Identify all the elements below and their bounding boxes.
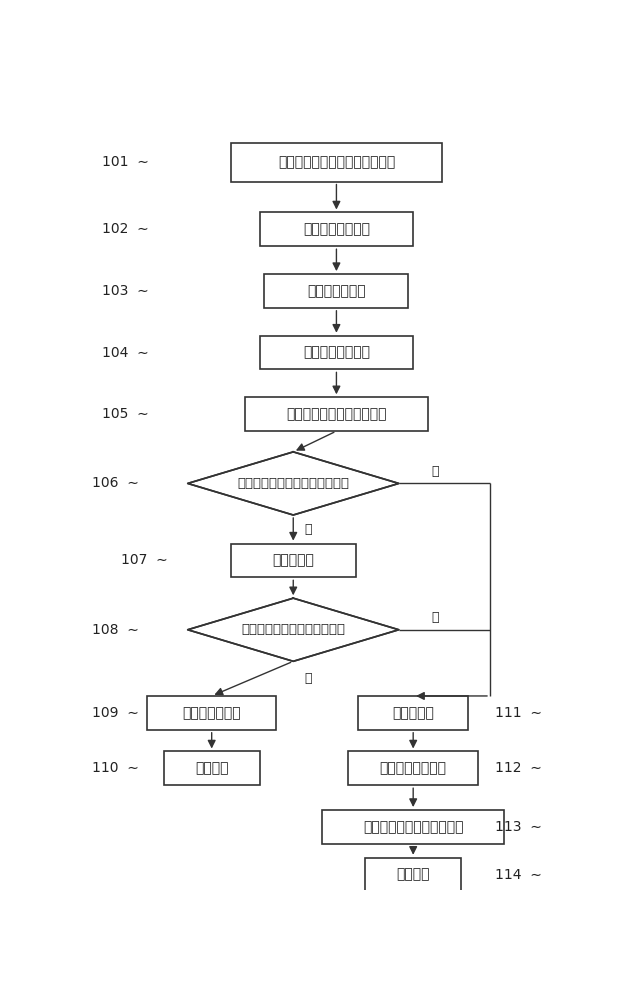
Text: 107  ∼: 107 ∼ <box>121 553 168 567</box>
Bar <box>264 274 409 308</box>
Polygon shape <box>188 598 399 661</box>
Bar <box>245 397 428 431</box>
Text: 113  ∼: 113 ∼ <box>495 820 542 834</box>
Text: 线路自诊断: 线路自诊断 <box>272 553 314 567</box>
Text: 发送实时车辆信息: 发送实时车辆信息 <box>303 222 370 236</box>
Text: 109  ∼: 109 ∼ <box>92 706 139 720</box>
Text: 分配动力轨区段: 分配动力轨区段 <box>307 284 366 298</box>
Polygon shape <box>188 452 399 515</box>
Text: 106  ∼: 106 ∼ <box>92 476 139 490</box>
Text: 否: 否 <box>304 523 311 536</box>
Text: 人工充电: 人工充电 <box>195 761 228 775</box>
Text: 是: 是 <box>431 611 438 624</box>
Bar <box>147 696 277 730</box>
Text: 111  ∼: 111 ∼ <box>495 706 542 720</box>
Bar <box>260 212 413 246</box>
Bar <box>322 810 504 844</box>
Text: 开关闭合指令是否被正确执行？: 开关闭合指令是否被正确执行？ <box>237 477 349 490</box>
Bar <box>260 336 413 369</box>
Bar <box>365 858 461 892</box>
Text: 否: 否 <box>304 672 311 685</box>
Bar <box>348 751 478 785</box>
Text: 发送开关断开指令至馈线柜: 发送开关断开指令至馈线柜 <box>363 820 464 834</box>
Text: 动力轨供电: 动力轨供电 <box>392 706 434 720</box>
Text: 是: 是 <box>431 465 438 478</box>
Text: 114  ∼: 114 ∼ <box>495 868 542 882</box>
Text: 发送开关闭合指令至馈线柜: 发送开关闭合指令至馈线柜 <box>286 407 387 421</box>
Text: 108  ∼: 108 ∼ <box>92 623 139 637</box>
Text: 故障是否在规定时间内排除？: 故障是否在规定时间内排除？ <box>241 623 345 636</box>
Text: 104  ∼: 104 ∼ <box>102 346 149 360</box>
Bar <box>358 696 469 730</box>
Text: 完成供电: 完成供电 <box>396 868 430 882</box>
Text: 获取车辆驶出信号: 获取车辆驶出信号 <box>379 761 447 775</box>
Text: 报警并闭锁开关: 报警并闭锁开关 <box>183 706 241 720</box>
Bar <box>231 544 356 577</box>
Text: 103  ∼: 103 ∼ <box>102 284 149 298</box>
Text: 112  ∼: 112 ∼ <box>495 761 542 775</box>
Text: 110  ∼: 110 ∼ <box>92 761 139 775</box>
Text: 发送开关闭合指令至直流进线柜: 发送开关闭合指令至直流进线柜 <box>278 155 395 169</box>
Text: 101  ∼: 101 ∼ <box>102 155 149 169</box>
Text: 获取车辆驶入信号: 获取车辆驶入信号 <box>303 346 370 360</box>
Text: 102  ∼: 102 ∼ <box>102 222 149 236</box>
Bar <box>231 143 442 182</box>
Bar <box>163 751 260 785</box>
Text: 105  ∼: 105 ∼ <box>102 407 149 421</box>
